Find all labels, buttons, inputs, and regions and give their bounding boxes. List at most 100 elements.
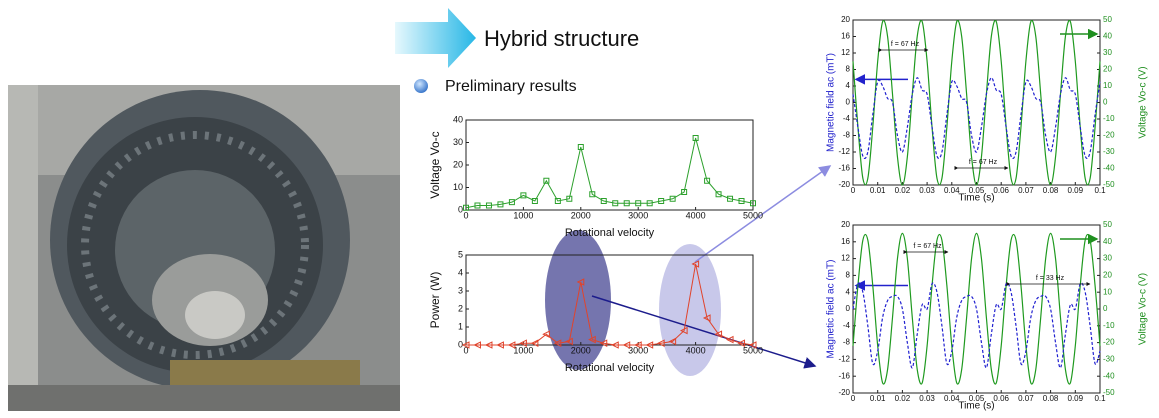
data-point [508,199,515,206]
data-point [680,326,688,335]
data-point [577,144,584,150]
y-axis-title: Magnetic field ac (mT) [826,260,837,359]
data-point [576,278,585,286]
data-point [738,198,745,204]
y-tick-label: 4 [458,267,463,277]
x-tick-label: 1000 [513,345,533,355]
y-tick-label: -4 [843,321,851,330]
data-point [485,202,492,209]
y2-tick-label: 0 [1103,304,1108,313]
y-tick-label: 0 [846,304,851,313]
x-axis-title: Time (s) [958,401,994,412]
x-axis-title: Rotational velocity [565,227,655,239]
x-tick-label: 0.03 [919,394,935,403]
x-tick-label: 2000 [571,210,591,220]
data-point [474,202,481,209]
x-tick-label: 0 [851,394,856,403]
x-tick-label: 0.08 [1043,394,1059,403]
data-point [542,330,550,339]
data-point [748,341,757,349]
x-tick-label: 0.07 [1018,394,1034,403]
chart: 0 0.01 0.02 0.03 0.04 0.05 0.06 0.07 0.08 0.09 0.1… [826,220,1149,412]
x-tick-label: 3000 [628,345,648,355]
link-arrow [591,295,817,369]
data-point [599,339,608,348]
data-point [635,200,642,207]
y-tick-label: -8 [843,131,851,140]
y2-axis-title: Voltage Vo-c (V) [1138,66,1149,138]
data-point [565,337,573,346]
y2-tick-label: 10 [1103,81,1112,90]
data-point [543,177,550,184]
y-tick-label: 0 [458,204,463,214]
x-tick-label: 0.09 [1068,394,1084,403]
x-tick-label: 0.02 [895,394,911,403]
photo-rail [8,85,38,411]
x-tick-label: 3000 [628,210,648,220]
title-arrow [395,8,476,68]
highlight-4000 [659,244,721,376]
y-tick-label: -4 [843,114,851,123]
x-tick-label: 5000 [743,210,763,220]
data-point [715,191,722,198]
y-tick-label: 20 [453,159,463,169]
data-point [463,204,469,211]
data-point [725,335,734,344]
charts: 0 1000 2000 3000 4000 5000010203040Rotational… [428,15,1148,412]
x-tick-label: 4000 [686,345,706,355]
y-tick-label: 16 [841,32,850,41]
x-tick-label: 0.06 [993,186,1009,195]
y2-tick-label: 40 [1103,32,1112,41]
x-tick-label: 0.02 [895,186,911,195]
y-tick-label: -8 [843,338,851,347]
y2-tick-label: -20 [1103,338,1115,347]
data-point [691,260,700,268]
y-tick-label: -20 [838,180,850,189]
y-tick-label: 1 [458,321,463,331]
y2-axis-title: Voltage Vo-c (V) [1138,273,1149,345]
x-tick-label: 0.1 [1094,186,1106,195]
data-line [852,232,1101,385]
data-point [520,192,527,199]
chart: 0 1000 2000 3000 4000 5000 0 10 20 30 40 Rotational… [428,114,763,239]
data-point [497,201,504,208]
data-point [658,198,665,204]
data-point [600,198,607,204]
y-tick-label: 4 [846,81,851,90]
plot-frame [465,119,754,211]
data-point [750,200,756,207]
data-line [852,282,1101,369]
data-point [727,195,734,202]
data-point [461,341,470,349]
data-line [852,77,1101,160]
x-tick-label: 0.05 [969,394,985,403]
x-tick-label: 0.03 [919,186,935,195]
y2-tick-label: -10 [1103,321,1115,330]
data-point [714,330,723,339]
data-point [484,341,493,349]
data-point [669,195,676,202]
data-point [496,341,504,349]
y2-tick-label: 40 [1103,237,1112,246]
y-axis-title: Magnetic field ac (mT) [826,53,837,152]
x-tick-label: 2000 [571,345,591,355]
y-tick-label: -20 [838,388,850,397]
data-point [611,341,619,349]
x-tick-label: 0 [851,186,856,195]
data-point [737,339,746,348]
x-tick-label: 0.01 [870,394,886,403]
y-tick-label: 12 [841,254,850,263]
y2-tick-label: 30 [1103,48,1112,57]
x-tick-label: 0.05 [969,186,985,195]
y-tick-label: -16 [838,164,850,173]
y-tick-label: 20 [841,15,850,24]
x-tick-label: 1000 [513,210,533,220]
data-point [588,335,596,344]
data-point [507,341,516,349]
x-tick-label: 0.08 [1043,186,1059,195]
x-axis-title: Time (s) [958,193,994,204]
x-tick-label: 0.09 [1068,186,1084,195]
data-point [553,339,562,348]
y-tick-label: 4 [846,287,851,296]
